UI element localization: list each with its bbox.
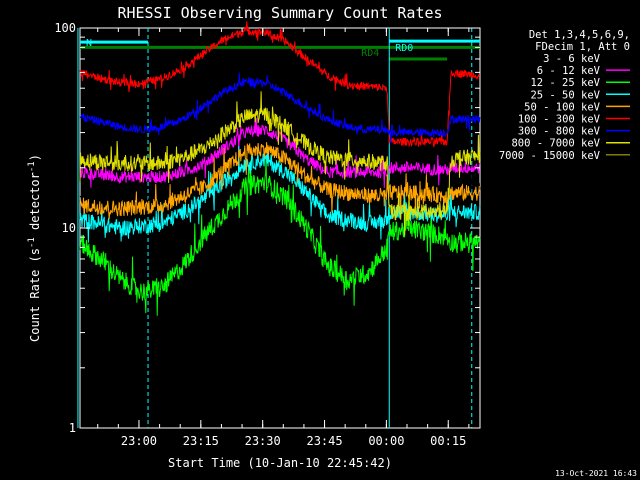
series-line — [79, 156, 481, 316]
series-layer — [79, 21, 481, 316]
legend-entry-label: 12 - 25 keV — [530, 77, 600, 89]
legend: Det 1,3,4,5,6,9, FDecim 1, Att 0 3 - 6 k… — [499, 29, 630, 162]
legend-entry-label: 800 - 7000 keV — [511, 138, 600, 150]
y-axis-label-mid: detector — [28, 172, 42, 237]
legend-entry-label: 25 - 50 keV — [530, 89, 600, 101]
y-axis-label: Count Rate (s-1 detector-1) — [27, 154, 42, 342]
legend-header-line-1: Det 1,3,4,5,6,9, — [529, 29, 630, 41]
y-axis-label-sup1: -1 — [27, 237, 37, 248]
flag-layer: N RD4 RD0 — [77, 28, 480, 428]
x-axis-label: Start Time (10-Jan-10 22:45:42) — [168, 456, 392, 470]
series-line — [79, 21, 481, 148]
flag-label: RD4 — [361, 48, 379, 59]
legend-entry-label: 100 - 300 keV — [518, 114, 601, 126]
legend-entry-label: 3 - 6 keV — [543, 53, 601, 65]
y-axis-label-main: Count Rate (s — [28, 248, 42, 342]
x-tick-label: 23:30 — [245, 434, 281, 448]
legend-entry-label: 50 - 100 keV — [524, 101, 601, 113]
x-tick-label: 00:15 — [430, 434, 466, 448]
legend-header-line-2: FDecim 1, Att 0 — [535, 41, 630, 53]
x-tick-label: 00:00 — [368, 434, 404, 448]
series-line — [79, 142, 480, 220]
flag-label: N — [86, 38, 92, 49]
y-tick-label: 1 — [69, 421, 76, 435]
x-tick-label: 23:15 — [183, 434, 219, 448]
series-line — [79, 72, 481, 144]
series-line — [79, 91, 481, 236]
y-tick-label: 100 — [54, 21, 76, 35]
y-axis-ticks: 1 10 100 — [54, 21, 480, 435]
generation-timestamp: 13-Oct-2021 16:43 — [555, 469, 637, 478]
legend-entry-label: 6 - 12 keV — [537, 65, 601, 77]
legend-entry-label: 300 - 800 keV — [518, 126, 601, 138]
plot-area: N RD4 RD0 23:00 23:15 23:30 23:45 00:00 00:15 1… — [54, 21, 481, 448]
x-tick-label: 23:00 — [121, 434, 157, 448]
flag-label: RD0 — [395, 43, 413, 54]
y-tick-label: 10 — [62, 221, 76, 235]
series-line — [79, 113, 481, 188]
legend-entry-label: 7000 - 15000 keV — [499, 150, 601, 162]
x-axis-ticks: 23:00 23:15 23:30 23:45 00:00 00:15 — [97, 28, 470, 448]
y-axis-label-sup2: -1 — [27, 161, 37, 172]
y-axis-label-end: ) — [28, 154, 42, 161]
chart-title: RHESSI Observing Summary Count Rates — [117, 4, 442, 22]
x-tick-label: 23:45 — [306, 434, 342, 448]
